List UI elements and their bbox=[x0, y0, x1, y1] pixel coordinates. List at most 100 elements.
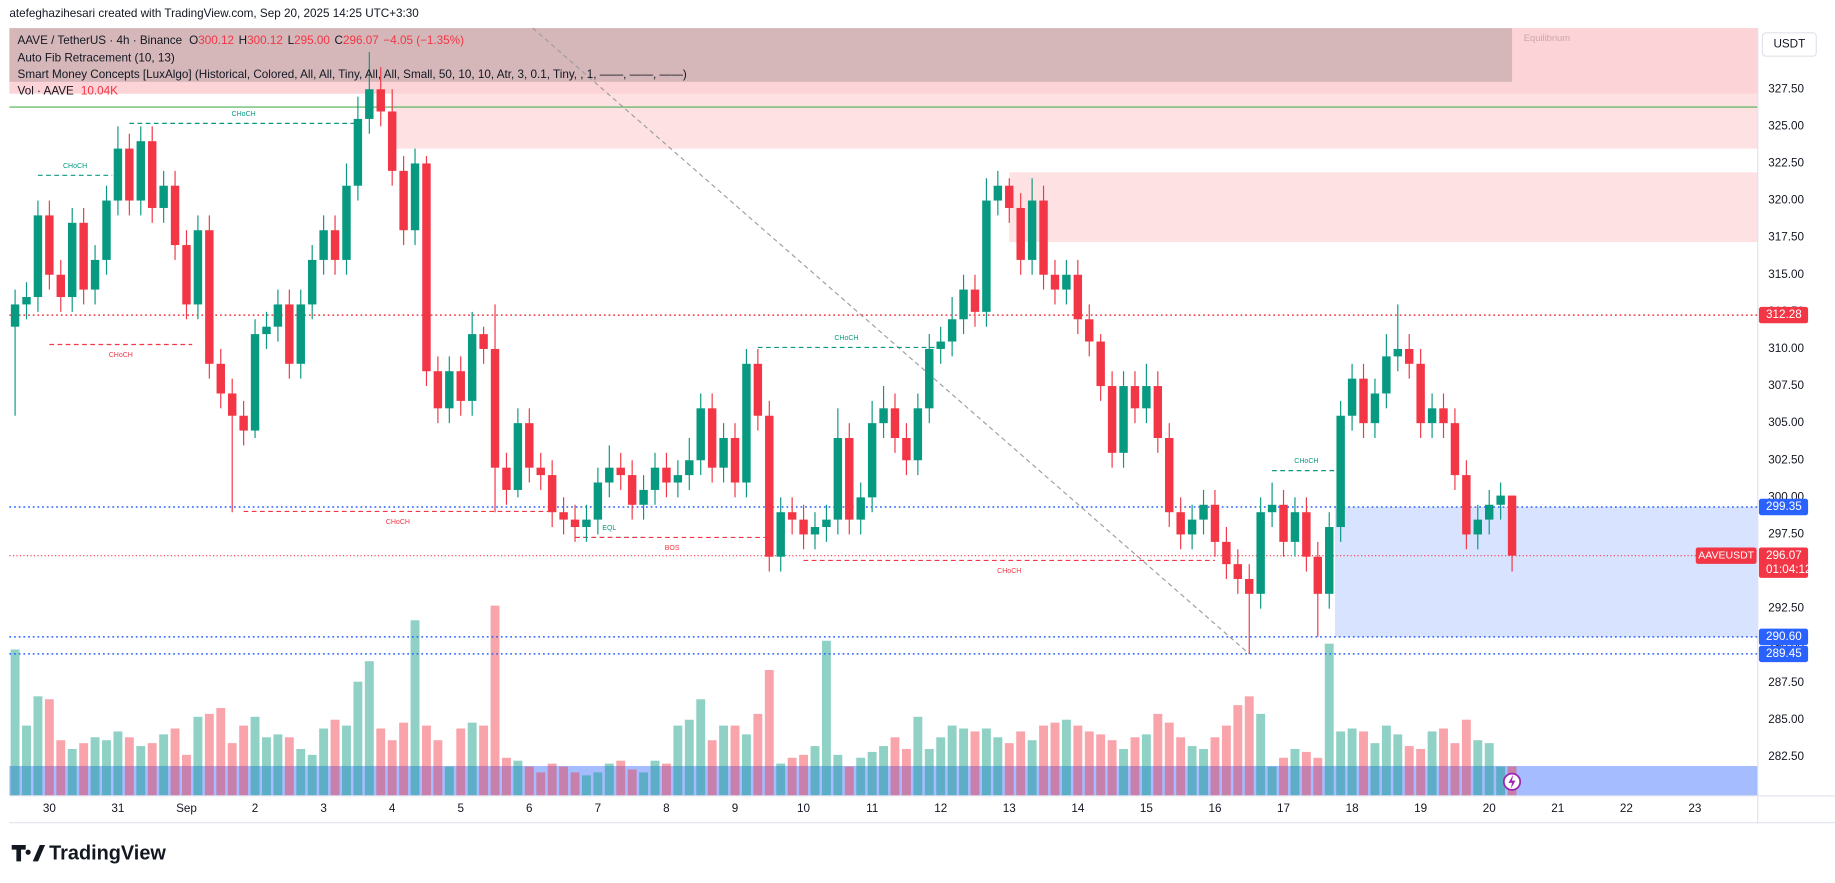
candle-body bbox=[68, 222, 77, 298]
x-tick-label: 3 bbox=[320, 802, 327, 815]
structure-label: CHoCH bbox=[1294, 458, 1318, 465]
candle-body bbox=[365, 89, 374, 119]
y-tick-label: 315.00 bbox=[1768, 268, 1804, 281]
candle-body bbox=[273, 304, 283, 327]
candle-body bbox=[1096, 341, 1105, 387]
candle-body bbox=[650, 467, 660, 490]
volume-bar bbox=[342, 725, 351, 796]
volume-bar bbox=[1313, 757, 1323, 796]
y-tick-label: 320.00 bbox=[1768, 194, 1804, 207]
candle-body bbox=[216, 363, 225, 394]
y-tick-label: 282.50 bbox=[1768, 750, 1804, 763]
candle-body bbox=[570, 519, 580, 528]
volume-bar bbox=[1324, 643, 1334, 796]
volume-bar bbox=[1073, 725, 1083, 796]
candle-body bbox=[1256, 512, 1265, 594]
volume-bar bbox=[787, 757, 797, 796]
x-tick-label: 14 bbox=[1071, 802, 1085, 815]
volume-bar bbox=[193, 716, 203, 796]
currency-box[interactable] bbox=[1761, 32, 1817, 57]
candle-body bbox=[330, 230, 340, 260]
brand: TradingView bbox=[49, 843, 166, 865]
volume-bar bbox=[913, 716, 923, 796]
candle-body bbox=[1245, 578, 1254, 594]
volume-bar bbox=[970, 731, 980, 796]
volume-bar bbox=[1027, 740, 1037, 796]
candle-body bbox=[913, 408, 923, 461]
volume-bar bbox=[1450, 743, 1460, 796]
volume-bar bbox=[376, 728, 386, 796]
volume-bar bbox=[959, 728, 969, 796]
candle-body bbox=[1176, 512, 1185, 535]
candle-body bbox=[799, 519, 808, 535]
volume-bar bbox=[147, 743, 157, 796]
volume-legend[interactable]: Vol · AAVE 10.04K bbox=[18, 84, 119, 97]
volume-bar bbox=[113, 731, 123, 796]
volume-bar bbox=[764, 669, 774, 796]
volume-bar bbox=[467, 722, 477, 796]
volume-bar bbox=[981, 728, 991, 796]
volume-bar bbox=[856, 757, 866, 796]
trend-line bbox=[532, 27, 1250, 655]
price-badge bbox=[1758, 306, 1809, 324]
volume-bar bbox=[776, 763, 786, 796]
x-tick-label: 21 bbox=[1551, 802, 1564, 815]
ohlc-value: 296.07 bbox=[343, 34, 379, 47]
price-badge bbox=[1758, 628, 1809, 646]
candle-body bbox=[890, 408, 900, 438]
x-tick-label: 9 bbox=[732, 802, 739, 815]
candle-body bbox=[959, 289, 968, 320]
indicator[interactable]: Smart Money Concepts [LuxAlgo] (Historic… bbox=[18, 68, 687, 81]
ohlc-key: O bbox=[189, 34, 198, 47]
price-badge-label: 289.45 bbox=[1766, 647, 1802, 660]
ohlc-key: C bbox=[335, 34, 343, 47]
price-badge bbox=[1758, 645, 1809, 663]
candle-body bbox=[810, 527, 820, 535]
volume-bar bbox=[1233, 705, 1243, 796]
y-tick-label: 310.00 bbox=[1768, 342, 1804, 355]
candle-body bbox=[1062, 274, 1071, 290]
price-badge-label: 299.35 bbox=[1766, 500, 1802, 513]
volume-bar bbox=[559, 766, 569, 796]
indicator[interactable]: Auto Fib Retracement (10, 13) bbox=[18, 52, 175, 65]
candle-body bbox=[639, 489, 648, 505]
candle-body bbox=[707, 408, 717, 468]
candle-body bbox=[1336, 415, 1345, 528]
candle-body bbox=[250, 334, 260, 431]
zone bbox=[1334, 507, 1758, 637]
candle-body bbox=[136, 141, 145, 201]
volume-bar bbox=[353, 681, 363, 796]
volume-bar bbox=[673, 725, 683, 796]
volume-bar bbox=[227, 743, 237, 796]
structure-label: CHoCH bbox=[386, 519, 410, 526]
volume-bar bbox=[867, 751, 877, 796]
candle-body bbox=[1107, 386, 1117, 453]
y-tick-label: 307.50 bbox=[1768, 379, 1804, 392]
y-tick-label: 302.50 bbox=[1768, 453, 1804, 466]
x-tick-label: Sep bbox=[176, 802, 197, 815]
volume-bar bbox=[604, 763, 614, 796]
volume-bar bbox=[124, 737, 134, 796]
candle-body bbox=[536, 467, 545, 476]
candle-body bbox=[993, 185, 1003, 201]
candle-body bbox=[296, 304, 305, 364]
volume-bar bbox=[1164, 722, 1174, 796]
candle-body bbox=[113, 148, 123, 201]
candle-body bbox=[787, 512, 797, 520]
volume-bar bbox=[159, 734, 169, 796]
structure-label: EQL bbox=[602, 525, 616, 532]
candle-body bbox=[1119, 386, 1128, 453]
volume-bar bbox=[1096, 734, 1106, 796]
candle-body bbox=[479, 334, 488, 349]
volume-bar bbox=[1439, 728, 1448, 796]
y-tick-label: 305.00 bbox=[1768, 416, 1804, 429]
structure-label: CHoCH bbox=[997, 568, 1021, 575]
candle-body bbox=[547, 475, 557, 513]
volume-bar bbox=[879, 746, 889, 796]
candle-body bbox=[902, 437, 911, 461]
y-tick-label: 325.00 bbox=[1768, 119, 1804, 132]
volume-bar bbox=[67, 748, 77, 796]
candle-body bbox=[1039, 200, 1048, 275]
change: −4.05 (−1.35%) bbox=[383, 34, 464, 47]
x-tick-label: 30 bbox=[43, 802, 57, 815]
